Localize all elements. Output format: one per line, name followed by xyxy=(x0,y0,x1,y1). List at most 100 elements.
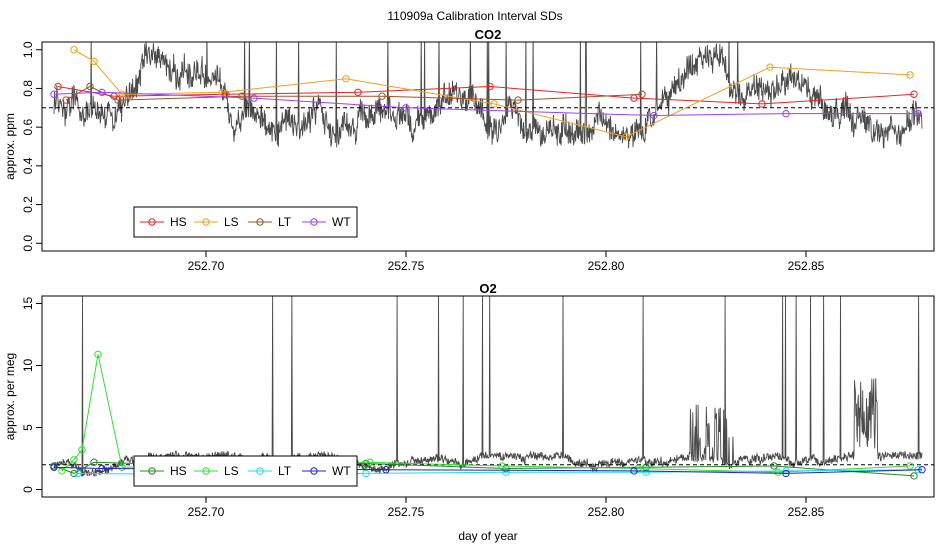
panel-o2: O2 252.70 252.75 252.80 252.85 0 5 10 15 approx. … xyxy=(3,281,935,543)
legend: HS LS LT WT xyxy=(133,455,358,487)
data-point xyxy=(402,104,410,112)
legend-label: LT xyxy=(278,215,292,229)
legend-label: WT xyxy=(332,215,351,229)
x-tick-label: 252.85 xyxy=(788,505,825,519)
legend-label: LS xyxy=(224,464,239,478)
data-point xyxy=(770,462,778,470)
series-line xyxy=(73,49,911,138)
x-tick-label: 252.75 xyxy=(388,505,425,519)
legend-swatch-marker xyxy=(148,218,156,226)
plot-frame xyxy=(41,41,935,252)
y-tick-label: 0.6 xyxy=(21,118,35,135)
y-tick-label: 15 xyxy=(21,296,35,310)
y-tick-label: 5 xyxy=(21,424,35,431)
panel-title: O2 xyxy=(479,281,496,296)
legend-label: LS xyxy=(224,215,239,229)
data-point xyxy=(342,75,350,83)
legend-item-ls: LS xyxy=(194,215,239,229)
legend-swatch-marker xyxy=(256,218,264,226)
legend-item-wt: WT xyxy=(302,215,351,229)
legend-item-hs: HS xyxy=(140,215,187,229)
legend-swatch-marker xyxy=(202,467,210,475)
legend-label: HS xyxy=(170,464,187,478)
y-tick-label: 0.2 xyxy=(21,196,35,213)
legend-label: WT xyxy=(332,464,351,478)
data-point xyxy=(86,82,94,91)
data-point xyxy=(250,94,258,102)
panel-title: CO2 xyxy=(475,27,502,42)
data-point xyxy=(90,57,98,66)
data-point xyxy=(622,133,630,141)
data-point xyxy=(782,109,790,118)
data-point xyxy=(378,92,386,100)
data-point xyxy=(74,469,82,478)
y-tick-label: 0.8 xyxy=(21,80,35,97)
data-point xyxy=(766,63,774,71)
legend-swatch-marker xyxy=(310,467,318,475)
data-point xyxy=(54,82,62,91)
data-point xyxy=(650,111,658,120)
legend-item-ls: LS xyxy=(194,464,239,478)
series-line xyxy=(53,461,915,477)
legend-label: LT xyxy=(278,464,292,478)
legend-item-hs: HS xyxy=(140,464,187,478)
raw-signal-trace xyxy=(53,296,923,477)
x-tick-label: 252.80 xyxy=(588,505,625,519)
data-point xyxy=(502,468,510,476)
data-point xyxy=(366,458,374,466)
plot-frame xyxy=(41,295,935,498)
data-point xyxy=(98,464,106,473)
data-point xyxy=(62,96,70,104)
legend-swatch-marker xyxy=(256,467,264,475)
y-tick-label: 1.0 xyxy=(21,41,35,58)
x-tick-label: 252.70 xyxy=(188,259,225,273)
series-line xyxy=(57,85,915,105)
plot-area xyxy=(42,42,934,149)
series-hs xyxy=(50,458,918,480)
data-point xyxy=(78,446,86,454)
plot-area xyxy=(42,296,934,480)
data-point xyxy=(114,96,122,104)
data-point xyxy=(498,462,506,470)
data-point xyxy=(918,466,926,474)
data-point xyxy=(642,468,650,476)
data-point xyxy=(362,469,370,478)
data-point xyxy=(502,464,510,473)
data-point xyxy=(218,88,226,97)
data-point xyxy=(910,472,918,480)
y-axis-title: approx. per meg xyxy=(3,353,17,440)
x-tick-label: 252.80 xyxy=(588,259,625,273)
series-line xyxy=(53,91,918,117)
data-point xyxy=(634,464,642,473)
data-point xyxy=(70,456,78,464)
series-wt xyxy=(50,463,926,478)
data-point xyxy=(50,90,58,98)
y-tick-label: 0.0 xyxy=(21,235,35,252)
data-point xyxy=(70,46,78,54)
data-point xyxy=(238,92,246,100)
x-tick-label: 252.75 xyxy=(388,259,425,273)
legend-label: HS xyxy=(170,215,187,229)
data-point xyxy=(782,469,790,478)
legend-item-lt: LT xyxy=(248,464,292,478)
x-tick-label: 252.70 xyxy=(188,505,225,519)
data-point xyxy=(490,100,498,108)
data-point xyxy=(94,350,102,359)
legend-swatch-marker xyxy=(310,218,318,226)
series-ls xyxy=(70,46,914,141)
data-point xyxy=(362,459,370,468)
data-point xyxy=(906,462,914,470)
main-title: 110909a Calibration Interval SDs xyxy=(387,9,562,23)
data-point xyxy=(758,100,766,108)
panel-co2: CO2 252.70 252.75 252.80 252.85 0.0 0.2 0.4 0.6 0… xyxy=(3,27,935,273)
data-point xyxy=(118,463,126,471)
data-point xyxy=(382,466,390,474)
data-point xyxy=(774,468,782,476)
legend-item-wt: WT xyxy=(302,464,351,478)
data-point xyxy=(638,90,646,98)
legend-item-lt: LT xyxy=(248,215,292,229)
data-point xyxy=(630,467,638,475)
data-point xyxy=(50,463,58,471)
data-point xyxy=(70,469,78,478)
data-point xyxy=(910,90,918,98)
